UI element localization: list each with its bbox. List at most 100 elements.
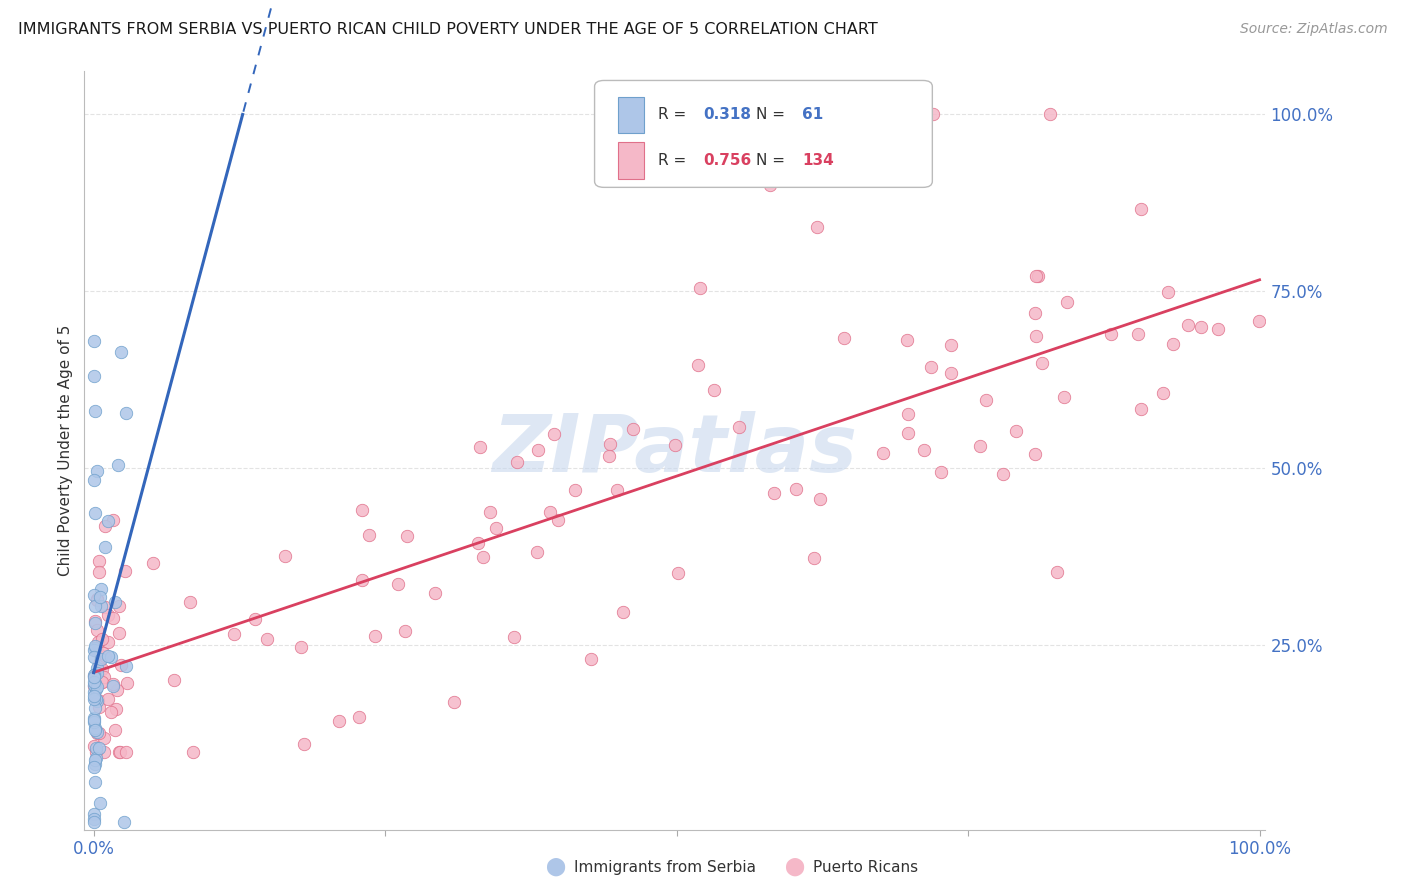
Point bbox=[599, 437, 621, 451]
Text: ZIPatlas: ZIPatlas bbox=[492, 411, 858, 490]
Point bbox=[224, 626, 246, 640]
Point bbox=[443, 695, 465, 709]
Point bbox=[664, 437, 686, 451]
Point bbox=[1031, 356, 1053, 370]
Point bbox=[832, 331, 855, 345]
Point bbox=[703, 383, 725, 397]
Point bbox=[142, 556, 165, 570]
Point bbox=[84, 745, 107, 759]
Point bbox=[83, 753, 105, 767]
Point bbox=[110, 658, 132, 673]
Point bbox=[785, 482, 807, 496]
Point bbox=[387, 576, 409, 591]
Point bbox=[86, 694, 108, 708]
Point bbox=[87, 693, 110, 707]
Point bbox=[86, 726, 108, 740]
Point bbox=[93, 745, 115, 759]
Point bbox=[84, 666, 107, 681]
Point bbox=[97, 648, 120, 663]
Point bbox=[1129, 202, 1152, 217]
Point bbox=[991, 467, 1014, 482]
Point bbox=[87, 566, 110, 580]
Point bbox=[471, 549, 494, 564]
Point bbox=[108, 745, 131, 759]
Point bbox=[84, 615, 107, 629]
Point bbox=[114, 565, 136, 579]
Point bbox=[564, 483, 586, 497]
Point bbox=[364, 629, 387, 643]
Point bbox=[689, 281, 711, 295]
Point bbox=[107, 458, 129, 473]
Point bbox=[83, 588, 105, 602]
Point bbox=[808, 492, 831, 507]
Point bbox=[83, 760, 105, 774]
Point bbox=[920, 359, 942, 374]
Point bbox=[969, 440, 991, 454]
Point bbox=[83, 684, 105, 698]
Point bbox=[97, 634, 120, 648]
Point bbox=[114, 659, 136, 673]
FancyBboxPatch shape bbox=[619, 142, 644, 178]
Point bbox=[1039, 107, 1062, 121]
Point bbox=[274, 549, 297, 564]
Point bbox=[108, 626, 131, 640]
Text: N =: N = bbox=[756, 153, 790, 168]
Text: Puerto Ricans: Puerto Ricans bbox=[813, 860, 918, 874]
Point bbox=[100, 706, 122, 720]
Point bbox=[668, 566, 690, 581]
Point bbox=[94, 648, 117, 663]
Text: IMMIGRANTS FROM SERBIA VS PUERTO RICAN CHILD POVERTY UNDER THE AGE OF 5 CORRELAT: IMMIGRANTS FROM SERBIA VS PUERTO RICAN C… bbox=[18, 22, 877, 37]
Y-axis label: Child Poverty Under the Age of 5: Child Poverty Under the Age of 5 bbox=[58, 325, 73, 576]
Point bbox=[1056, 294, 1078, 309]
Point bbox=[1157, 285, 1180, 299]
Point bbox=[107, 599, 129, 613]
Point bbox=[538, 505, 561, 519]
Point bbox=[83, 807, 105, 822]
Point bbox=[83, 689, 105, 703]
Point bbox=[83, 404, 105, 418]
Point bbox=[1099, 326, 1122, 341]
Point bbox=[97, 515, 120, 529]
Point bbox=[101, 513, 124, 527]
Point bbox=[90, 582, 112, 597]
Point bbox=[87, 634, 110, 648]
Point bbox=[256, 632, 278, 646]
Point bbox=[83, 711, 105, 725]
Point bbox=[612, 605, 634, 619]
Point bbox=[89, 796, 111, 810]
Point bbox=[86, 666, 108, 681]
Point bbox=[83, 334, 105, 348]
Text: 134: 134 bbox=[803, 153, 834, 168]
Point bbox=[423, 585, 446, 599]
Point bbox=[83, 679, 105, 693]
Point bbox=[468, 441, 491, 455]
Point bbox=[606, 483, 628, 498]
Point bbox=[84, 722, 107, 736]
Point bbox=[86, 740, 108, 755]
Point bbox=[115, 675, 138, 690]
FancyBboxPatch shape bbox=[619, 96, 644, 133]
Point bbox=[83, 670, 105, 684]
Point bbox=[83, 369, 105, 384]
Point bbox=[1053, 390, 1076, 404]
Point bbox=[290, 640, 312, 654]
Point bbox=[89, 651, 111, 665]
Point bbox=[1046, 566, 1069, 580]
Point bbox=[84, 774, 107, 789]
Point bbox=[83, 667, 105, 681]
Point bbox=[104, 595, 127, 609]
Point bbox=[104, 723, 127, 737]
Point bbox=[86, 644, 108, 658]
Point bbox=[1126, 326, 1149, 341]
Point bbox=[347, 710, 370, 724]
Point bbox=[83, 714, 105, 729]
Point bbox=[83, 615, 105, 630]
Point bbox=[1129, 401, 1152, 416]
Point bbox=[90, 675, 112, 690]
FancyBboxPatch shape bbox=[595, 80, 932, 187]
Point bbox=[83, 599, 105, 614]
Point bbox=[579, 652, 602, 666]
Point bbox=[896, 407, 918, 421]
Point bbox=[527, 443, 550, 458]
Point bbox=[83, 641, 105, 656]
